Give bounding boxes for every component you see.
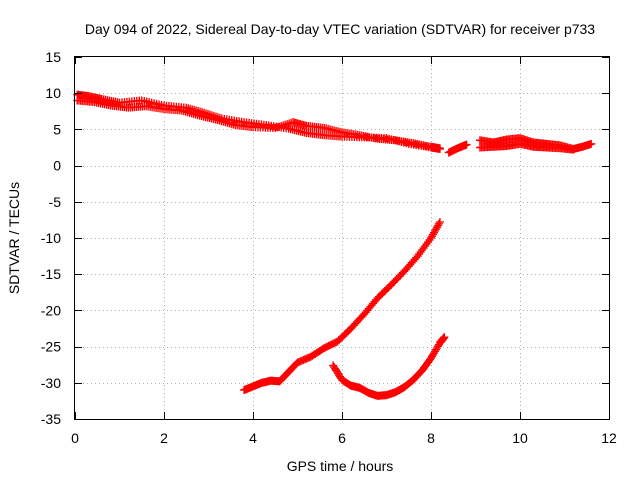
data-point [462, 140, 471, 149]
x-tick-label: 4 [249, 430, 257, 446]
y-tick-label: -10 [41, 230, 61, 246]
series-track-lower-rising [240, 218, 444, 395]
data-point [435, 144, 444, 153]
x-tick-label: 0 [71, 430, 79, 446]
y-tick-label: 15 [45, 49, 61, 65]
data-point [434, 219, 443, 228]
chart-title: Day 094 of 2022, Sidereal Day-to-day VTE… [85, 21, 595, 37]
plot-frame [74, 56, 610, 420]
series-track-lower-curve [329, 333, 449, 400]
series-track-upper-b [73, 96, 444, 153]
series-track-upper-e [475, 139, 578, 154]
y-tick-label: 0 [53, 158, 61, 174]
grid-lines [75, 57, 609, 419]
y-tick-label: -30 [41, 375, 61, 391]
data-point [569, 145, 578, 154]
series-track-upper-c [444, 140, 471, 157]
x-tick-label: 8 [427, 430, 435, 446]
x-tick-label: 10 [512, 430, 528, 446]
x-tick-label: 6 [338, 430, 346, 446]
data-point [440, 333, 449, 342]
data-point [435, 218, 444, 227]
y-tick-label: 5 [53, 121, 61, 137]
data-points [73, 90, 596, 400]
x-axis-label: GPS time / hours [287, 458, 394, 474]
y-tick-label: -5 [49, 194, 62, 210]
axis-ticks: 0 2 4 6 8 10 12 -35 -30 -25 -20 -15 -10 -5 0 5 10 15 [41, 49, 617, 446]
data-point [587, 139, 596, 148]
y-tick-label: -15 [41, 266, 61, 282]
y-tick-label: 10 [45, 85, 61, 101]
x-tick-label: 2 [160, 430, 168, 446]
y-tick-label: -20 [41, 302, 61, 318]
y-tick-label: -35 [41, 411, 61, 427]
y-tick-label: -25 [41, 339, 61, 355]
x-tick-label: 12 [601, 430, 617, 446]
y-axis-label: SDTVAR / TECUs [6, 182, 22, 294]
